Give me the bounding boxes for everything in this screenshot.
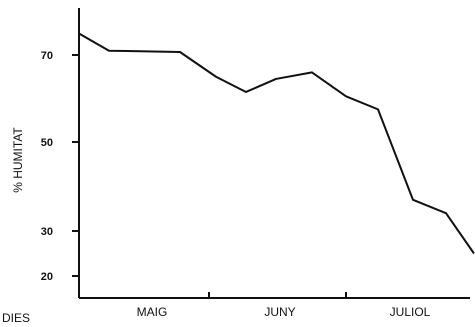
y-tick-label: 50 (41, 137, 53, 149)
y-tick-label: 70 (41, 50, 53, 62)
month-label: JUNY (264, 305, 295, 319)
series-layer (78, 32, 475, 255)
x-ticks: MAIG JUNY JULIOL (78, 292, 431, 319)
month-label: JULIOL (390, 305, 431, 319)
month-label: MAIG (137, 305, 168, 319)
y-tick-label: 30 (41, 226, 53, 238)
y-axis-title: % HUMITAT (11, 127, 25, 193)
x-axis-title: DIES (2, 311, 30, 325)
y-ticks: 20 30 50 70 (41, 50, 79, 283)
series-line (78, 32, 475, 255)
y-tick-label: 20 (41, 271, 53, 283)
